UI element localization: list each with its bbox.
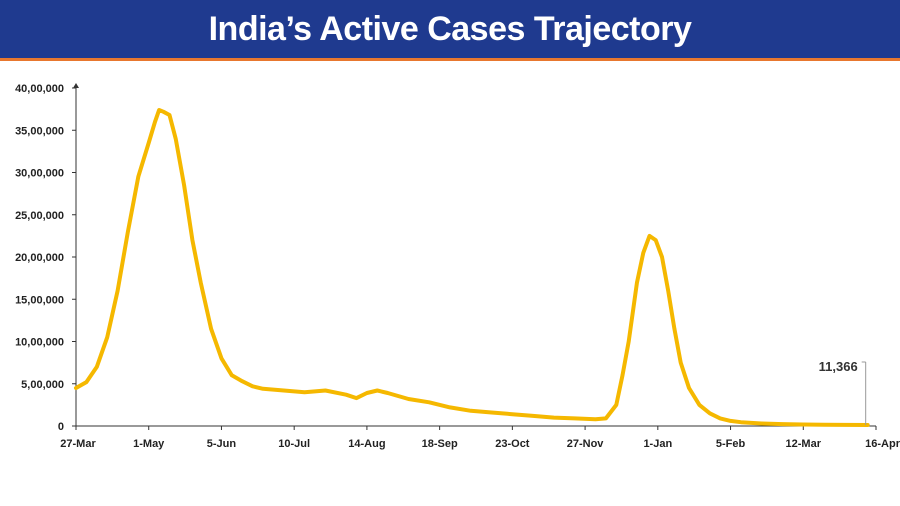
y-tick-label: 5,00,000 <box>21 379 64 391</box>
active-cases-line <box>74 108 870 427</box>
annotation-label: 11,366 <box>819 359 858 374</box>
x-tick-label: 10-Jul <box>278 438 310 450</box>
title-banner: India’s Active Cases Trajectory <box>0 0 900 58</box>
y-tick-label: 20,00,000 <box>15 252 64 264</box>
x-axis-ticks: 27-Mar 1-May 5-Jun 10-Jul 14-Aug 18-Sep 23-Oct… <box>60 426 900 450</box>
x-tick-label: 5-Feb <box>716 438 746 450</box>
y-axis-arrow <box>73 83 79 88</box>
x-tick-label: 5-Jun <box>207 438 237 450</box>
latest-value-annotation: 11,366 <box>819 359 867 426</box>
y-tick-label: 10,00,000 <box>15 337 64 349</box>
x-tick-label: 23-Oct <box>495 438 530 450</box>
y-tick-label: 40,00,000 <box>15 83 64 95</box>
x-tick-label: 18-Sep <box>422 438 458 450</box>
y-tick-label: 25,00,000 <box>15 210 64 222</box>
x-tick-label: 1-Jan <box>643 438 672 450</box>
y-tick-label: 0 <box>58 421 64 433</box>
y-axis-ticks: 0 5,00,000 10,00,000 15,00,000 20,00,000 25,0… <box>15 83 76 433</box>
x-tick-label: 16-Apr <box>865 438 900 450</box>
x-tick-label: 27-Nov <box>567 438 605 450</box>
chart-axes <box>73 83 876 427</box>
accent-divider <box>0 58 900 61</box>
y-tick-label: 30,00,000 <box>15 168 64 180</box>
x-tick-label: 12-Mar <box>786 438 822 450</box>
x-tick-label: 1-May <box>133 438 165 450</box>
chart-title: India’s Active Cases Trajectory <box>208 9 692 48</box>
x-tick-label: 27-Mar <box>60 438 96 450</box>
x-tick-label: 14-Aug <box>348 438 385 450</box>
y-tick-label: 35,00,000 <box>15 125 64 137</box>
y-tick-label: 15,00,000 <box>15 294 64 306</box>
